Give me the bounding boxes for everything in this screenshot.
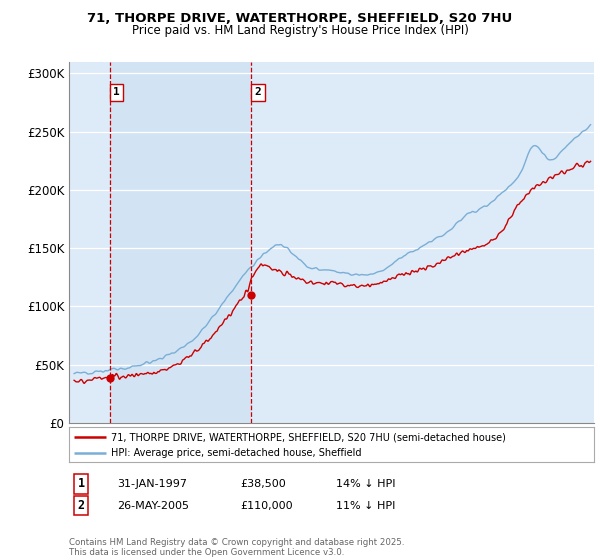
Text: Contains HM Land Registry data © Crown copyright and database right 2025.
This d: Contains HM Land Registry data © Crown c… (69, 538, 404, 557)
Text: 71, THORPE DRIVE, WATERTHORPE, SHEFFIELD, S20 7HU (semi-detached house): 71, THORPE DRIVE, WATERTHORPE, SHEFFIELD… (111, 432, 506, 442)
Text: 2: 2 (255, 87, 262, 97)
Text: £38,500: £38,500 (240, 479, 286, 489)
Text: 31-JAN-1997: 31-JAN-1997 (117, 479, 187, 489)
Text: Price paid vs. HM Land Registry's House Price Index (HPI): Price paid vs. HM Land Registry's House … (131, 24, 469, 36)
Bar (110, 62, 251, 423)
Text: 1: 1 (113, 87, 120, 97)
Text: HPI: Average price, semi-detached house, Sheffield: HPI: Average price, semi-detached house,… (111, 449, 361, 458)
Text: 2: 2 (77, 499, 85, 512)
Text: 1: 1 (77, 477, 85, 491)
Text: 14% ↓ HPI: 14% ↓ HPI (336, 479, 395, 489)
Text: 71, THORPE DRIVE, WATERTHORPE, SHEFFIELD, S20 7HU: 71, THORPE DRIVE, WATERTHORPE, SHEFFIELD… (88, 12, 512, 25)
Text: 11% ↓ HPI: 11% ↓ HPI (336, 501, 395, 511)
Text: 26-MAY-2005: 26-MAY-2005 (117, 501, 189, 511)
Text: £110,000: £110,000 (240, 501, 293, 511)
